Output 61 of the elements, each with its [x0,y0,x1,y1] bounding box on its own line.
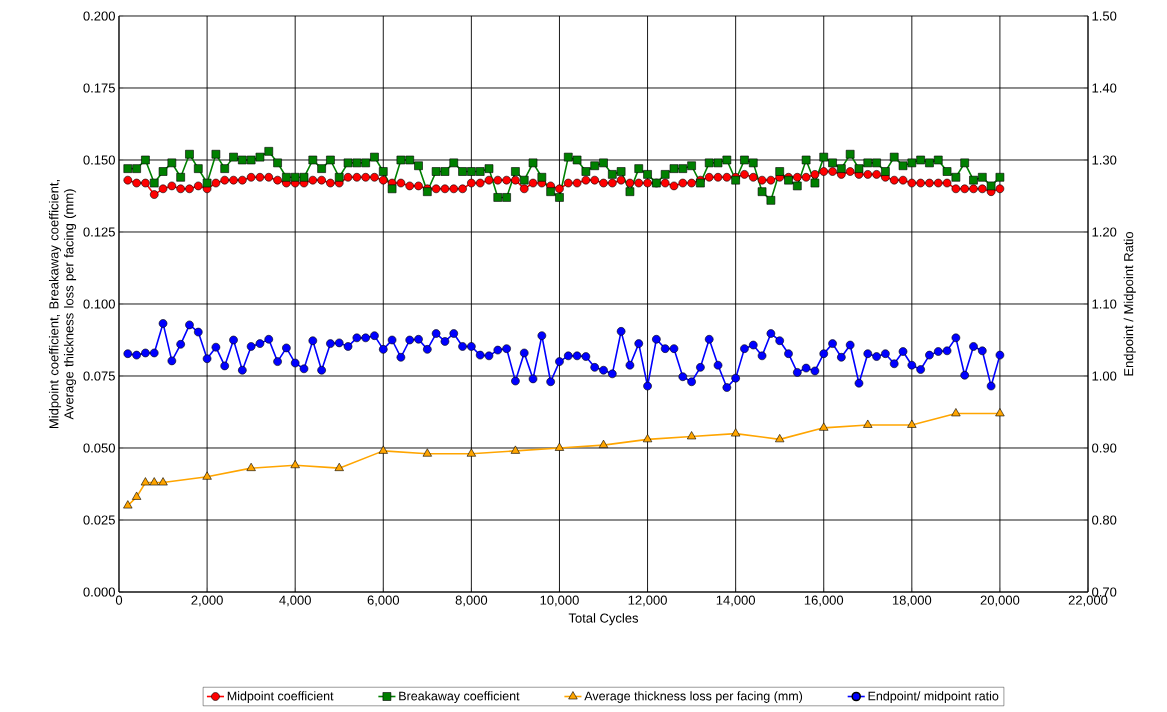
legend-label: Average thickness loss per facing (mm) [584,691,803,703]
y-tick-label: 0.125 [83,227,115,237]
point [131,491,142,500]
point [290,459,300,469]
y2-tick-label: 0.90 [1092,443,1117,453]
y-axis-title: Midpoint coefficient, Breakaway coefficient, Average thickness loss per facing (mm) [48,180,77,429]
x-tick-label: 0 [115,595,123,605]
y2-tick-label: 1.30 [1092,155,1117,165]
point [246,462,256,471]
x-tick-label: 14,000 [716,595,756,607]
point [123,500,133,509]
point [686,431,697,440]
x-tick-label: 22,000 [1068,595,1108,607]
point [775,434,785,443]
point [140,477,151,486]
y2-tick-label: 1.50 [1092,11,1117,21]
y2-tick-label: 1.40 [1092,83,1117,93]
point [554,442,565,451]
y-tick-label: 0.075 [83,371,115,381]
point [951,408,961,417]
x-tick-label: 10,000 [540,595,579,607]
point [819,422,829,431]
point [598,439,609,448]
point [158,477,168,486]
x-tick-label: 8,000 [455,595,488,607]
point [149,477,159,486]
x-axis-title: Total Cycles [568,613,639,626]
point [510,445,521,454]
point [995,408,1005,417]
x-tick-label: 18,000 [892,595,932,607]
y2-axis-title: Endpoint / Midpoint Ratio [1123,231,1136,376]
x-tick-label: 16,000 [804,595,844,607]
point [907,419,917,428]
y2-tick-label: 1.00 [1092,371,1117,381]
point [202,471,212,480]
y-tick-label: 0.000 [83,587,115,597]
y-tick-label: 0.025 [83,515,115,525]
point [731,428,741,437]
y2-tick-label: 0.70 [1092,587,1117,597]
y2-tick-label: 1.20 [1092,227,1117,237]
legend-label: Breakaway coefficient [399,691,520,703]
x-tick-label: 2,000 [191,595,223,607]
y-tick-label: 0.175 [83,83,115,93]
x-tick-label: 12,000 [628,595,667,607]
point [422,448,432,457]
point [378,445,388,454]
y-tick-label: 0.100 [83,299,115,309]
legend-label: Endpoint/ midpoint ratio [868,691,999,703]
y-tick-label: 0.050 [83,443,115,453]
point [863,419,873,428]
y-tick-label: 0.150 [83,155,115,165]
point [642,434,653,443]
legend-label: Midpoint coefficient [227,691,334,703]
x-tick-label: 20,000 [980,595,1020,607]
x-tick-label: 4,000 [279,595,311,607]
y2-tick-label: 0.80 [1092,515,1117,525]
point [466,448,476,457]
x-tick-label: 6,000 [367,595,400,607]
y-tick-label: 0.200 [83,11,115,21]
y2-tick-label: 1.10 [1092,299,1117,309]
point [334,462,344,471]
